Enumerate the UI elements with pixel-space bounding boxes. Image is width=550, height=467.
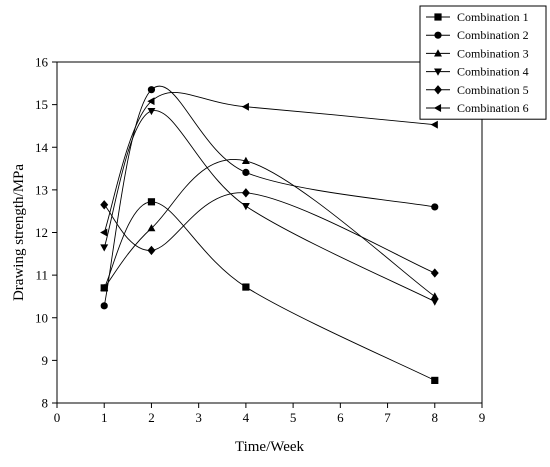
y-axis-label: Drawing strength/MPa [11, 164, 27, 301]
data-point-series-6 [430, 120, 438, 129]
data-point-series-3 [430, 292, 439, 300]
legend-marker [434, 13, 442, 21]
legend-label: Combination 1 [457, 10, 529, 24]
legend-label: Combination 3 [457, 46, 529, 60]
data-point-series-3 [241, 156, 250, 164]
y-tick-label: 8 [42, 396, 49, 411]
legend-label: Combination 4 [457, 65, 529, 79]
data-point-series-5 [241, 188, 250, 198]
x-tick-label: 1 [101, 410, 108, 425]
series-line-3 [103, 158, 436, 297]
data-point-series-1 [242, 283, 250, 291]
x-tick-label: 2 [148, 410, 155, 425]
series-lines [103, 85, 436, 381]
data-point-series-5 [100, 200, 109, 210]
x-tick-label: 6 [337, 410, 344, 425]
data-point-series-3 [100, 283, 109, 291]
data-point-series-2 [100, 302, 108, 310]
data-point-series-4 [430, 298, 439, 306]
legend-marker [434, 85, 442, 95]
x-tick-label: 5 [290, 410, 297, 425]
legend-label: Combination 2 [457, 28, 529, 42]
data-point-series-4 [147, 107, 156, 116]
data-point-series-6 [100, 228, 108, 237]
data-point-series-2 [242, 168, 250, 176]
data-point-series-4 [241, 203, 250, 211]
data-point-series-1 [431, 376, 439, 385]
legend-label: Combination 6 [457, 101, 529, 115]
legend-marker [434, 31, 442, 39]
legend-label: Combination 5 [457, 83, 529, 97]
data-point-series-2 [431, 203, 439, 211]
plot-area-border [56, 61, 483, 404]
series-line-6 [103, 92, 435, 233]
y-tick-label: 13 [35, 182, 48, 197]
y-tick-label: 10 [35, 310, 48, 325]
y-tick-label: 11 [35, 268, 48, 283]
x-tick-label: 0 [54, 410, 61, 425]
y-tick-label: 16 [35, 55, 49, 70]
data-point-series-2 [147, 86, 156, 94]
y-tick-label: 9 [42, 353, 49, 368]
data-point-series-6 [241, 102, 249, 111]
x-tick-label: 8 [432, 410, 439, 425]
x-tick-label: 7 [384, 410, 391, 425]
data-point-series-3 [147, 224, 156, 232]
data-point-series-4 [100, 244, 109, 252]
series-line-4 [103, 110, 435, 302]
plot-frame [56, 61, 483, 404]
data-point-series-5 [147, 245, 156, 256]
data-point-series-6 [147, 97, 155, 106]
series-line-2 [103, 85, 435, 306]
y-tick-label: 15 [35, 97, 48, 112]
series-markers [100, 86, 439, 385]
x-tick-label: 3 [195, 410, 202, 425]
x-tick-label: 9 [479, 410, 486, 425]
y-tick-label: 12 [35, 225, 48, 240]
data-point-series-5 [430, 268, 439, 278]
legend: Combination 1 Combination 2 Combination 3 C… [419, 5, 547, 120]
series-line-1 [103, 201, 435, 381]
series-line-5 [103, 192, 435, 274]
legend-marker [434, 49, 442, 57]
legend-marker [433, 104, 442, 112]
y-tick-label: 14 [35, 140, 49, 155]
legend-box [419, 5, 547, 120]
data-point-series-1 [147, 198, 156, 206]
legend-marker [434, 68, 442, 76]
x-tick-label: 4 [243, 410, 250, 425]
x-axis-label: Time/Week [235, 439, 305, 455]
